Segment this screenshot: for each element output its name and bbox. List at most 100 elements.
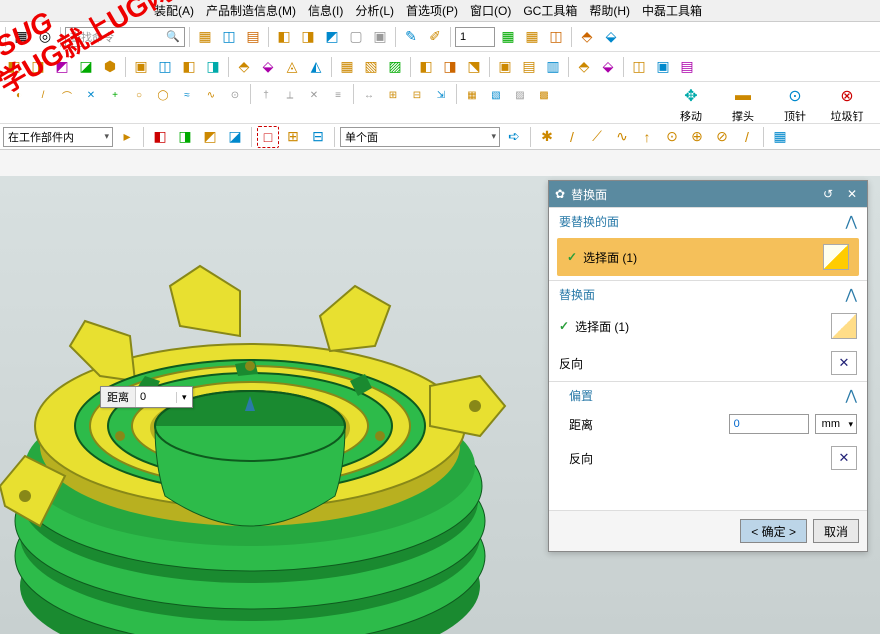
f10-icon[interactable]: ✱ bbox=[536, 126, 558, 148]
f3-icon[interactable]: ◨ bbox=[174, 126, 196, 148]
tool-y-icon[interactable]: ⬙ bbox=[600, 26, 622, 48]
d21-icon[interactable]: ▨ bbox=[509, 84, 531, 106]
menu-help[interactable]: 帮助(H) bbox=[585, 2, 634, 19]
d20-icon[interactable]: ▧ bbox=[485, 84, 507, 106]
tool-icon[interactable]: ▦ bbox=[10, 26, 32, 48]
f15-icon[interactable]: ⊙ bbox=[661, 126, 683, 148]
s26-icon[interactable]: ▣ bbox=[652, 56, 674, 78]
distance-input[interactable] bbox=[136, 387, 176, 407]
cube3-icon[interactable]: ◩ bbox=[321, 26, 343, 48]
d16-icon[interactable]: ⊞ bbox=[382, 84, 404, 106]
scope-combo[interactable]: 在工作部件内 bbox=[3, 127, 113, 147]
target-icon[interactable]: ◎ bbox=[34, 26, 56, 48]
d22-icon[interactable]: ▩ bbox=[533, 84, 555, 106]
d8-icon[interactable]: ≈ bbox=[176, 84, 198, 106]
s14-icon[interactable]: ▦ bbox=[336, 56, 358, 78]
s13-icon[interactable]: ◭ bbox=[305, 56, 327, 78]
d12-icon[interactable]: ⟂ bbox=[279, 84, 301, 106]
menu-info[interactable]: 信息(I) bbox=[304, 2, 347, 19]
s11-icon[interactable]: ⬙ bbox=[257, 56, 279, 78]
f6-icon[interactable]: □ bbox=[257, 126, 279, 148]
body-icon[interactable]: ◫ bbox=[218, 26, 240, 48]
box-c-icon[interactable]: ◫ bbox=[545, 26, 567, 48]
s3-icon[interactable]: ◩ bbox=[51, 56, 73, 78]
select-face-row-1[interactable]: ✓ 选择面 (1) bbox=[557, 238, 859, 276]
f11-icon[interactable]: / bbox=[561, 126, 583, 148]
d19-icon[interactable]: ▦ bbox=[461, 84, 483, 106]
f12-icon[interactable]: ⟋ bbox=[586, 126, 608, 148]
s20-icon[interactable]: ▣ bbox=[494, 56, 516, 78]
distance-value-input[interactable] bbox=[729, 414, 809, 434]
reverse-button-1[interactable]: ✕ bbox=[831, 351, 857, 375]
panel-reset-icon[interactable]: ↺ bbox=[819, 187, 837, 201]
s5-icon[interactable]: ⬢ bbox=[99, 56, 121, 78]
f18-icon[interactable]: / bbox=[736, 126, 758, 148]
d10-icon[interactable]: ⊙ bbox=[224, 84, 246, 106]
s16-icon[interactable]: ▨ bbox=[384, 56, 406, 78]
d9-icon[interactable]: ∿ bbox=[200, 84, 222, 106]
face-picker-icon-2[interactable] bbox=[831, 313, 857, 339]
section-header-3[interactable]: 偏置 ⋀ bbox=[549, 382, 867, 408]
command-search[interactable]: 查找命令 🔍 bbox=[65, 27, 185, 47]
f4-icon[interactable]: ◩ bbox=[199, 126, 221, 148]
f8-icon[interactable]: ⊟ bbox=[307, 126, 329, 148]
section-header-2[interactable]: 替换面 ⋀ bbox=[549, 281, 867, 307]
face-mode-combo[interactable]: 单个面 bbox=[340, 127, 500, 147]
f5-icon[interactable]: ◪ bbox=[224, 126, 246, 148]
cube1-icon[interactable]: ◧ bbox=[273, 26, 295, 48]
f1-icon[interactable]: ▸ bbox=[116, 126, 138, 148]
d15-icon[interactable]: ↔ bbox=[358, 84, 380, 106]
d3-icon[interactable]: ⌒ bbox=[56, 84, 78, 106]
cube4-icon[interactable]: ▢ bbox=[345, 26, 367, 48]
s24-icon[interactable]: ⬙ bbox=[597, 56, 619, 78]
f16-icon[interactable]: ⊕ bbox=[686, 126, 708, 148]
f2-icon[interactable]: ◧ bbox=[149, 126, 171, 148]
s2-icon[interactable]: ◨ bbox=[27, 56, 49, 78]
unit-combo[interactable]: mm bbox=[815, 414, 857, 434]
d13-icon[interactable]: ✕ bbox=[303, 84, 325, 106]
s1-icon[interactable]: ◧ bbox=[3, 56, 25, 78]
d17-icon[interactable]: ⊟ bbox=[406, 84, 428, 106]
cancel-button[interactable]: 取消 bbox=[813, 519, 859, 543]
s21-icon[interactable]: ▤ bbox=[518, 56, 540, 78]
s9-icon[interactable]: ◨ bbox=[202, 56, 224, 78]
s12-icon[interactable]: ◬ bbox=[281, 56, 303, 78]
menu-preferences[interactable]: 首选项(P) bbox=[402, 2, 462, 19]
s27-icon[interactable]: ▤ bbox=[676, 56, 698, 78]
distance-dropdown-icon[interactable]: ▾ bbox=[176, 392, 192, 403]
f13-icon[interactable]: ∿ bbox=[611, 126, 633, 148]
big-tool-stay[interactable]: ▬撑头 bbox=[718, 84, 768, 124]
f7-icon[interactable]: ⊞ bbox=[282, 126, 304, 148]
s25-icon[interactable]: ◫ bbox=[628, 56, 650, 78]
f17-icon[interactable]: ⊘ bbox=[711, 126, 733, 148]
cube5-icon[interactable]: ▣ bbox=[369, 26, 391, 48]
section-header-1[interactable]: 要替换的面 ⋀ bbox=[549, 208, 867, 234]
s17-icon[interactable]: ◧ bbox=[415, 56, 437, 78]
f19-icon[interactable]: ▦ bbox=[769, 126, 791, 148]
s15-icon[interactable]: ▧ bbox=[360, 56, 382, 78]
menu-pmi[interactable]: 产品制造信息(M) bbox=[202, 2, 300, 19]
d14-icon[interactable]: ≡ bbox=[327, 84, 349, 106]
d11-icon[interactable]: † bbox=[255, 84, 277, 106]
d6-icon[interactable]: ○ bbox=[128, 84, 150, 106]
f14-icon[interactable]: ↑ bbox=[636, 126, 658, 148]
menu-window[interactable]: 窗口(O) bbox=[466, 2, 515, 19]
panel-titlebar[interactable]: ✿ 替换面 ↺ ✕ bbox=[549, 181, 867, 207]
d1-icon[interactable]: ◐ bbox=[8, 84, 30, 106]
menu-assembly[interactable]: 装配(A) bbox=[150, 2, 198, 19]
f9-icon[interactable]: ➪ bbox=[503, 126, 525, 148]
menu-analyze[interactable]: 分析(L) bbox=[351, 2, 398, 19]
reverse-button-2[interactable]: ✕ bbox=[831, 446, 857, 470]
menu-zhonglei-toolbox[interactable]: 中磊工具箱 bbox=[638, 2, 706, 19]
big-tool-move[interactable]: ✥移动 bbox=[666, 84, 716, 124]
face-picker-icon[interactable] bbox=[823, 244, 849, 270]
s4-icon[interactable]: ◪ bbox=[75, 56, 97, 78]
box-b-icon[interactable]: ▦ bbox=[521, 26, 543, 48]
s23-icon[interactable]: ⬘ bbox=[573, 56, 595, 78]
edit-icon[interactable]: ✎ bbox=[400, 26, 422, 48]
s18-icon[interactable]: ◨ bbox=[439, 56, 461, 78]
grid-icon[interactable]: ▦ bbox=[194, 26, 216, 48]
s6-icon[interactable]: ▣ bbox=[130, 56, 152, 78]
big-tool-trash[interactable]: ⊗垃圾钉 bbox=[822, 84, 872, 124]
ok-button[interactable]: < 确定 > bbox=[740, 519, 807, 543]
